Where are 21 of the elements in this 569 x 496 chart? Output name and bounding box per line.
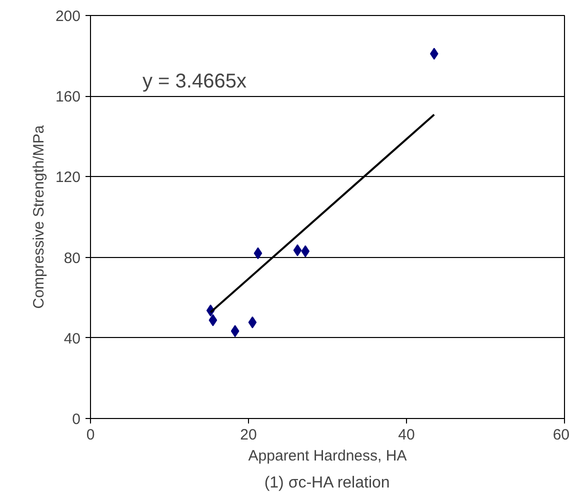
- point: [430, 48, 438, 60]
- y-tick-label: 40: [64, 330, 81, 348]
- point: [230, 325, 240, 338]
- point: [208, 314, 218, 326]
- text: (1) σc-HA relation: [264, 474, 390, 492]
- y-axis-title: Compressive Strength/MPa: [30, 124, 48, 309]
- point: [248, 316, 257, 328]
- point: [301, 245, 310, 258]
- y-tick-label: 160: [55, 88, 81, 106]
- y-tick-label: 0: [72, 411, 80, 428]
- y-tick-label: 120: [55, 169, 81, 186]
- point: [293, 244, 302, 256]
- point: [254, 247, 262, 260]
- x-tick-label: 60: [552, 426, 569, 444]
- y-tick-label: 200: [55, 8, 81, 25]
- annotation: y = 3.4665x: [142, 70, 246, 92]
- x-axis-title: Apparent Hardness, HA: [248, 448, 407, 464]
- x-tick-label: 20: [240, 426, 257, 444]
- x-tick-label: 0: [86, 426, 95, 444]
- y-tick-label: 80: [64, 250, 81, 267]
- x-tick-label: 40: [398, 426, 415, 444]
